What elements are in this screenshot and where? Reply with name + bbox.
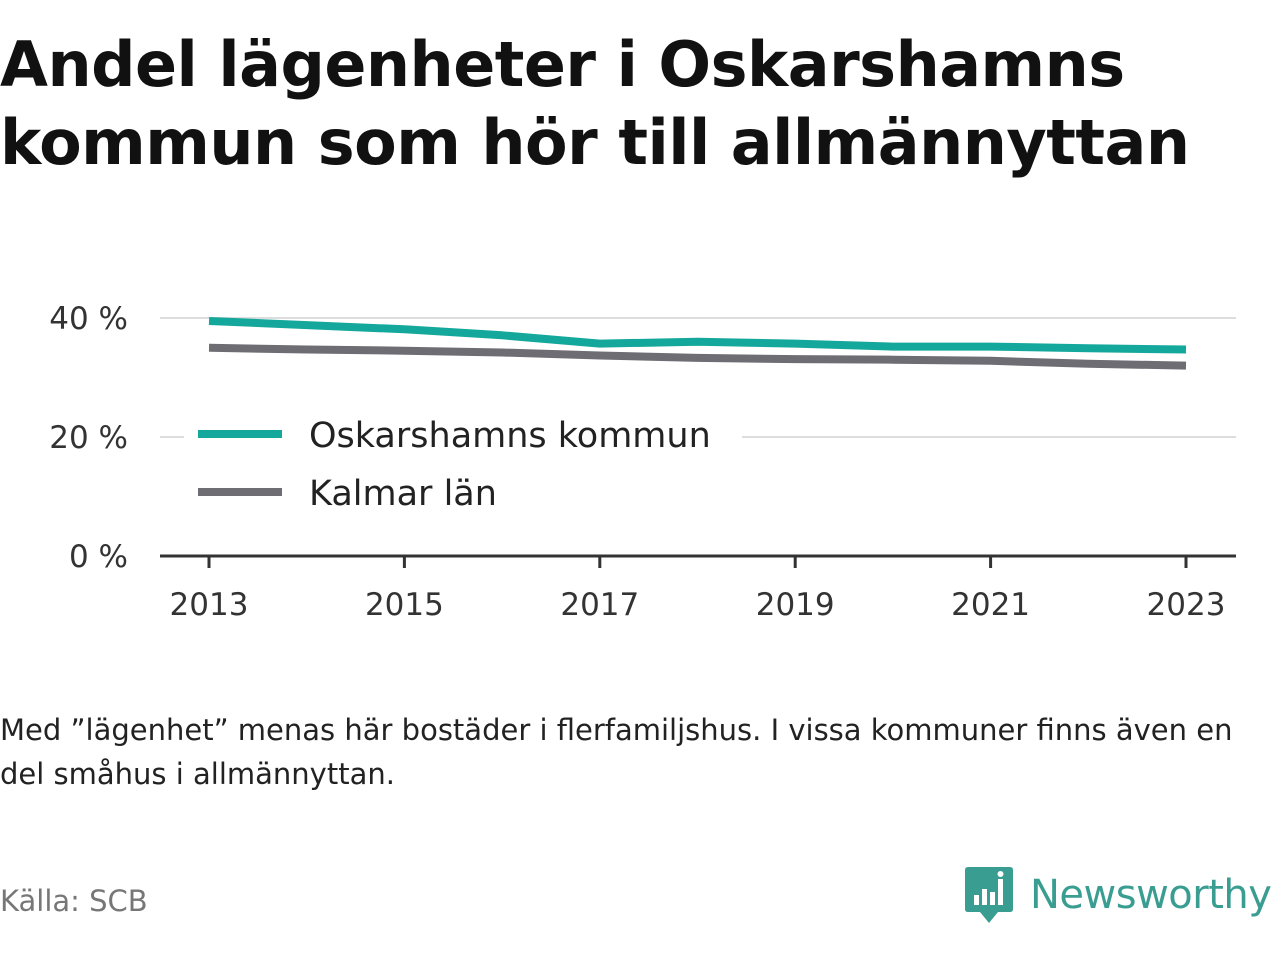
newsworthy-brand[interactable]: Newsworthy — [964, 864, 1272, 926]
newsworthy-logo-icon — [965, 867, 1013, 923]
y-axis: 0 % 20 % 40 % — [49, 301, 128, 575]
series-lines — [208, 317, 1187, 370]
series-line — [208, 317, 1187, 354]
legend-label: Oskarshamns kommun — [309, 416, 711, 456]
x-tick-label: 2015 — [365, 587, 444, 623]
x-tick-label: 2021 — [951, 587, 1030, 623]
x-tick-label: 2017 — [560, 587, 639, 623]
x-tick-label: 2023 — [1147, 587, 1226, 623]
y-tick-label: 20 % — [49, 420, 128, 456]
source-credit: Källa: SCB — [0, 884, 148, 918]
x-tick-label: 2013 — [170, 587, 249, 623]
chart-note: Med ”lägenhet” menas här bostäder i fler… — [0, 713, 1233, 791]
x-tick-label: 2019 — [756, 587, 835, 623]
x-axis: 2013 2015 2017 2019 2021 2023 — [160, 554, 1236, 623]
series-line — [208, 343, 1187, 370]
legend-label: Kalmar län — [309, 474, 497, 514]
legend: Oskarshamns kommun Kalmar län — [184, 402, 742, 526]
brand-name: Newsworthy — [1030, 872, 1272, 918]
line-chart: 0 % 20 % 40 % 2013 2015 2017 2019 2021 2023 Osk… — [49, 301, 1236, 623]
y-tick-label: 40 % — [49, 301, 128, 337]
y-tick-label: 0 % — [69, 539, 128, 575]
chart-title: Andel lägenheter i Oskarshamns kommun so… — [0, 28, 1190, 179]
legend-background — [184, 402, 742, 526]
